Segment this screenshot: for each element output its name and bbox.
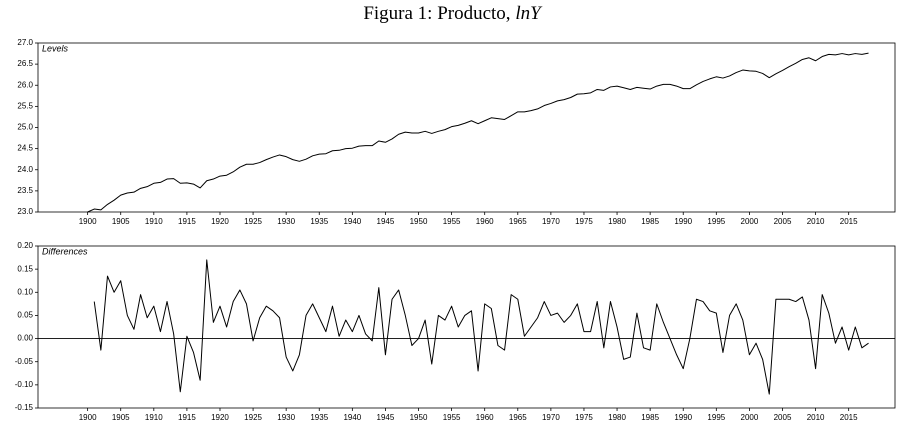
x-tick-label: 1925 bbox=[244, 413, 262, 422]
x-tick-label: 2000 bbox=[741, 217, 759, 226]
y-tick-label: 0.15 bbox=[17, 264, 33, 273]
y-tick-label: 26.5 bbox=[17, 59, 33, 68]
x-tick-label: 2005 bbox=[774, 413, 792, 422]
x-tick-label: 1935 bbox=[310, 413, 328, 422]
panel-label: Differences bbox=[42, 246, 88, 256]
x-tick-label: 1935 bbox=[310, 217, 328, 226]
panel-label: Levels bbox=[42, 43, 69, 53]
x-tick-label: 1905 bbox=[112, 217, 130, 226]
x-tick-label: 1975 bbox=[575, 413, 593, 422]
x-tick-label: 1965 bbox=[509, 217, 527, 226]
plot-frame bbox=[37, 245, 896, 409]
y-tick-label: 25.5 bbox=[17, 101, 33, 110]
y-tick-label: 23.0 bbox=[17, 207, 33, 216]
x-tick-label: 1980 bbox=[608, 413, 626, 422]
x-tick-label: 1965 bbox=[509, 413, 527, 422]
x-tick-label: 1990 bbox=[674, 217, 692, 226]
y-tick-label: -0.05 bbox=[15, 357, 34, 366]
x-tick-label: 1960 bbox=[476, 413, 494, 422]
x-tick-label: 1995 bbox=[707, 413, 725, 422]
data-line bbox=[93, 259, 869, 395]
x-tick-label: 1910 bbox=[145, 413, 163, 422]
x-tick-label: 1950 bbox=[410, 413, 428, 422]
y-tick-label: 27.0 bbox=[17, 38, 33, 47]
y-tick-label: 0.00 bbox=[17, 334, 33, 343]
x-tick-label: 1970 bbox=[542, 217, 560, 226]
x-tick-label: 1920 bbox=[211, 217, 229, 226]
y-tick-label: 24.0 bbox=[17, 165, 33, 174]
x-tick-label: 2015 bbox=[840, 413, 858, 422]
title-math: lnY bbox=[515, 3, 543, 24]
x-tick-label: 2010 bbox=[807, 217, 825, 226]
x-tick-label: 1960 bbox=[476, 217, 494, 226]
x-tick-label: 1945 bbox=[377, 413, 395, 422]
x-tick-label: 1930 bbox=[277, 217, 295, 226]
x-tick-label: 2005 bbox=[774, 217, 792, 226]
x-tick-label: 2000 bbox=[741, 413, 759, 422]
x-tick-label: 1975 bbox=[575, 217, 593, 226]
title-text: Figura 1: Producto, bbox=[363, 3, 515, 24]
y-tick-label: -0.15 bbox=[15, 403, 34, 412]
x-tick-label: 1905 bbox=[112, 413, 130, 422]
y-tick-label: 25.0 bbox=[17, 123, 33, 132]
x-tick-label: 1990 bbox=[674, 413, 692, 422]
x-tick-label: 1915 bbox=[178, 413, 196, 422]
y-tick-label: -0.10 bbox=[15, 380, 34, 389]
x-tick-label: 1900 bbox=[79, 217, 97, 226]
x-tick-label: 1950 bbox=[410, 217, 428, 226]
y-tick-label: 0.05 bbox=[17, 311, 33, 320]
x-tick-label: 1915 bbox=[178, 217, 196, 226]
x-tick-label: 1985 bbox=[641, 217, 659, 226]
y-tick-label: 24.5 bbox=[17, 144, 33, 153]
x-tick-label: 1945 bbox=[377, 217, 395, 226]
x-tick-label: 1985 bbox=[641, 413, 659, 422]
x-tick-label: 1925 bbox=[244, 217, 262, 226]
data-line bbox=[87, 52, 869, 213]
x-tick-label: 1955 bbox=[443, 217, 461, 226]
x-tick-label: 1900 bbox=[79, 413, 97, 422]
x-tick-label: 2010 bbox=[807, 413, 825, 422]
chart-title: Figura 1: Producto, lnY bbox=[363, 3, 543, 24]
x-tick-label: 1940 bbox=[343, 413, 361, 422]
y-tick-label: 23.5 bbox=[17, 186, 33, 195]
x-tick-label: 1970 bbox=[542, 413, 560, 422]
x-tick-label: 1910 bbox=[145, 217, 163, 226]
y-tick-label: 0.10 bbox=[17, 287, 33, 296]
x-tick-label: 1995 bbox=[707, 217, 725, 226]
x-tick-label: 1930 bbox=[277, 413, 295, 422]
x-tick-label: 1980 bbox=[608, 217, 626, 226]
x-tick-label: 1920 bbox=[211, 413, 229, 422]
y-tick-label: 26.0 bbox=[17, 80, 33, 89]
plot-frame bbox=[37, 42, 896, 213]
x-tick-label: 2015 bbox=[840, 217, 858, 226]
y-tick-label: 0.20 bbox=[17, 241, 33, 250]
x-tick-label: 1955 bbox=[443, 413, 461, 422]
x-tick-label: 1940 bbox=[343, 217, 361, 226]
